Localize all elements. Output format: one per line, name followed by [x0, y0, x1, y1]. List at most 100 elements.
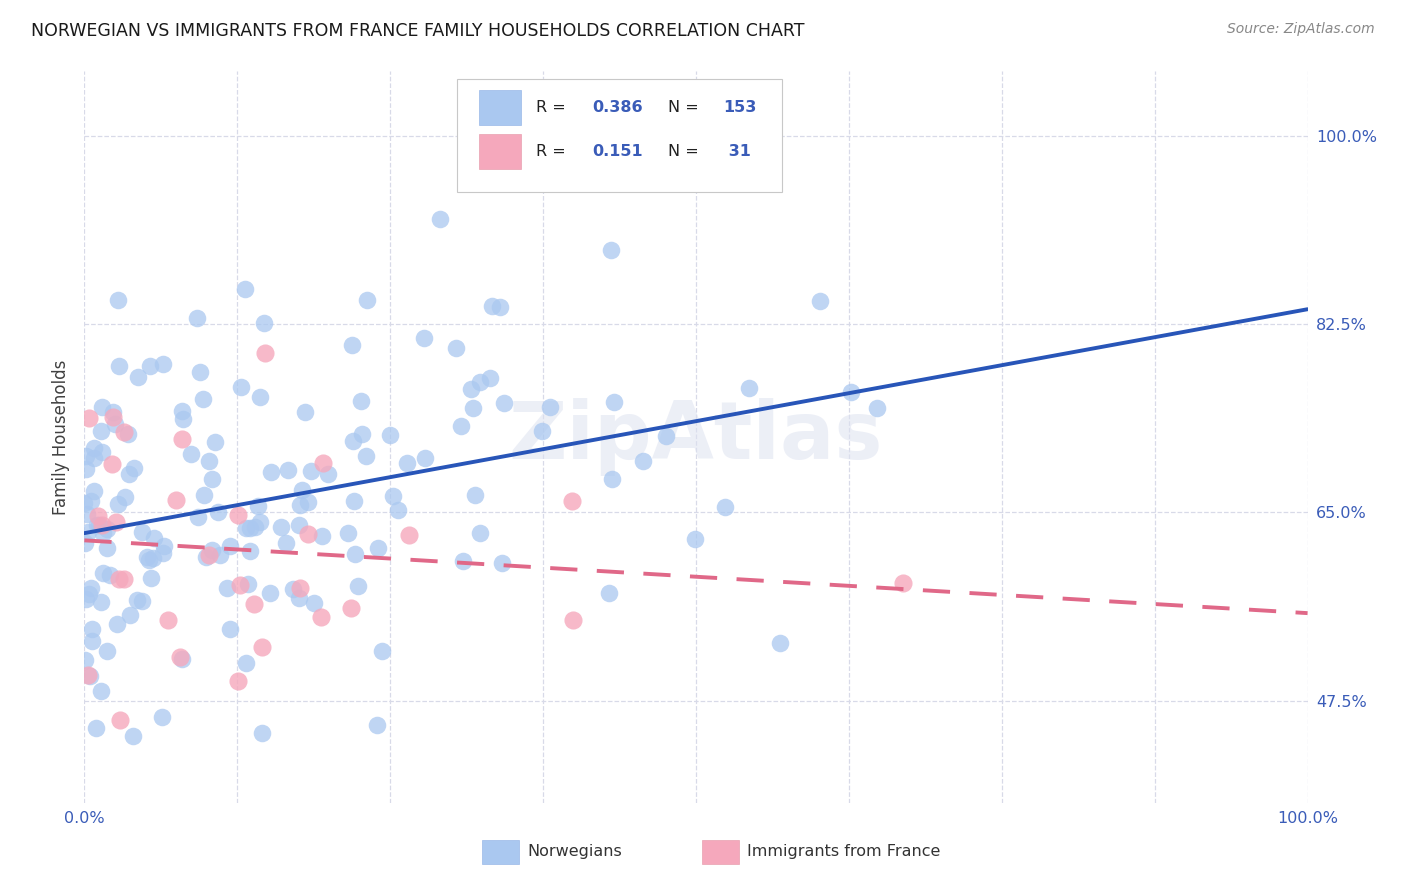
Point: [260, 465, 283, 479]
Point: [172, 432, 194, 446]
Point: [259, 586, 281, 600]
Point: [143, 531, 166, 545]
Point: [100, 457, 122, 471]
Point: [104, 515, 127, 529]
Point: [96, 522, 118, 536]
Point: [96, 541, 118, 555]
Point: [243, 597, 266, 611]
Point: [249, 391, 271, 405]
Text: N =: N =: [668, 101, 704, 115]
Point: [103, 405, 125, 419]
Point: [91, 566, 114, 580]
Point: [229, 380, 252, 394]
Point: [367, 541, 389, 556]
Point: [170, 652, 193, 666]
Point: [112, 572, 135, 586]
Point: [253, 345, 276, 359]
Point: [87, 508, 110, 523]
Point: [302, 596, 325, 610]
Point: [152, 357, 174, 371]
Point: [274, 536, 297, 550]
Point: [494, 395, 516, 409]
Point: [356, 293, 378, 307]
Point: [470, 375, 492, 389]
Point: [131, 524, 153, 539]
Point: [80, 494, 103, 508]
Point: [193, 488, 215, 502]
Point: [122, 729, 145, 743]
Point: [297, 527, 319, 541]
Point: [344, 547, 367, 561]
FancyBboxPatch shape: [457, 78, 782, 192]
Text: R =: R =: [536, 144, 571, 159]
Point: [235, 656, 257, 670]
Point: [172, 412, 194, 426]
Point: [250, 726, 273, 740]
Text: Source: ZipAtlas.com: Source: ZipAtlas.com: [1227, 22, 1375, 37]
Point: [191, 392, 214, 407]
Text: R =: R =: [536, 101, 571, 115]
Point: [75, 592, 97, 607]
Point: [79, 669, 101, 683]
Point: [343, 493, 366, 508]
Point: [352, 426, 374, 441]
Point: [311, 529, 333, 543]
Point: [135, 550, 157, 565]
Point: [90, 683, 112, 698]
Point: [381, 489, 404, 503]
Point: [204, 434, 226, 449]
Point: [198, 454, 221, 468]
Point: [86, 721, 108, 735]
Point: [110, 713, 132, 727]
Point: [464, 488, 486, 502]
Point: [337, 525, 360, 540]
Point: [808, 294, 831, 309]
Point: [354, 450, 377, 464]
Point: [450, 419, 472, 434]
Point: [226, 508, 249, 522]
Point: [186, 311, 208, 326]
Point: [453, 554, 475, 568]
Text: N =: N =: [668, 144, 704, 159]
Point: [201, 472, 224, 486]
Point: [530, 425, 553, 439]
Point: [378, 428, 401, 442]
Text: 0.386: 0.386: [592, 101, 643, 115]
Text: ZipAtlas: ZipAtlas: [509, 398, 883, 476]
Point: [370, 643, 392, 657]
Point: [366, 718, 388, 732]
Point: [633, 454, 655, 468]
Point: [96, 643, 118, 657]
Point: [600, 244, 623, 258]
Point: [893, 575, 915, 590]
Point: [478, 371, 501, 385]
Point: [107, 359, 129, 373]
Point: [290, 498, 312, 512]
Point: [312, 456, 335, 470]
Point: [270, 519, 292, 533]
Point: [108, 572, 131, 586]
Point: [239, 543, 262, 558]
Point: [339, 601, 361, 615]
Point: [387, 503, 409, 517]
Point: [491, 557, 513, 571]
Point: [415, 450, 437, 465]
Point: [309, 610, 332, 624]
Point: [201, 542, 224, 557]
Point: [738, 381, 761, 395]
Point: [124, 460, 146, 475]
Point: [243, 520, 266, 534]
Point: [207, 505, 229, 519]
Point: [683, 533, 706, 547]
Point: [297, 495, 319, 509]
Point: [342, 337, 364, 351]
Point: [80, 581, 103, 595]
Point: [118, 467, 141, 482]
Point: [217, 581, 239, 595]
Point: [87, 518, 110, 533]
Point: [413, 331, 436, 345]
Point: [288, 518, 311, 533]
Point: [90, 445, 112, 459]
Point: [138, 553, 160, 567]
Point: [86, 518, 108, 533]
